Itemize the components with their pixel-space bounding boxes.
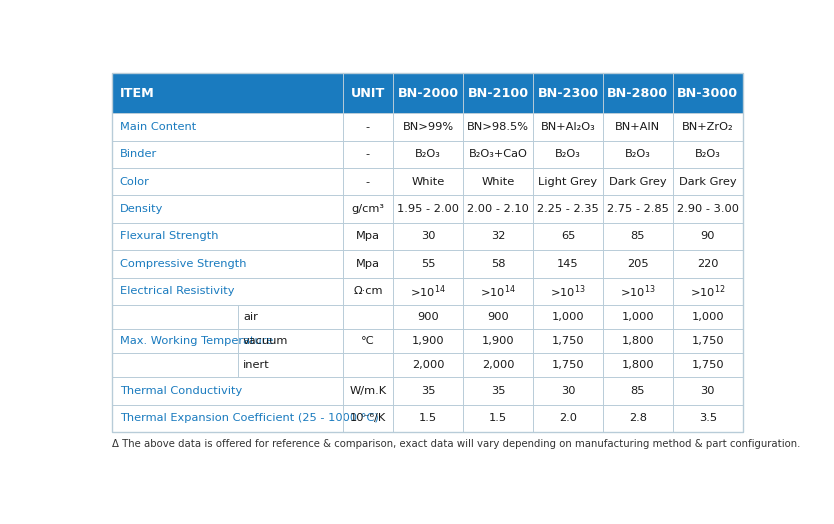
Text: 55: 55 [421, 259, 435, 269]
Text: 205: 205 [627, 259, 649, 269]
Text: 1,750: 1,750 [691, 360, 724, 370]
Text: Ω·cm: Ω·cm [354, 286, 383, 296]
Bar [112, 73, 743, 113]
Text: >10$^{14}$: >10$^{14}$ [480, 283, 516, 300]
Text: Mpa: Mpa [356, 232, 380, 242]
Text: -: - [366, 122, 370, 132]
Text: >10$^{13}$: >10$^{13}$ [620, 283, 656, 300]
Text: Thermal Conductivity: Thermal Conductivity [120, 386, 242, 396]
Text: 1,750: 1,750 [691, 336, 724, 346]
Text: Color: Color [120, 177, 149, 187]
Text: 10⁻⁶/K: 10⁻⁶/K [349, 413, 386, 423]
Text: Mpa: Mpa [356, 259, 380, 269]
Text: B₂O₃: B₂O₃ [695, 149, 721, 159]
Text: 1,900: 1,900 [482, 336, 515, 346]
Text: BN-2300: BN-2300 [537, 87, 599, 100]
Text: >10$^{14}$: >10$^{14}$ [410, 283, 446, 300]
Text: UNIT: UNIT [351, 87, 385, 100]
Text: Dark Grey: Dark Grey [679, 177, 736, 187]
Text: air: air [243, 312, 258, 322]
Bar [112, 73, 743, 432]
Text: White: White [481, 177, 515, 187]
Text: W/m.K: W/m.K [349, 386, 386, 396]
Text: BN+Al₂O₃: BN+Al₂O₃ [540, 122, 595, 132]
Text: BN-3000: BN-3000 [677, 87, 738, 100]
Text: 2.25 - 2.35: 2.25 - 2.35 [537, 204, 599, 214]
Text: 35: 35 [491, 386, 505, 396]
Text: 1,000: 1,000 [551, 312, 585, 322]
Text: White: White [411, 177, 445, 187]
Text: BN>99%: BN>99% [403, 122, 454, 132]
Text: 90: 90 [701, 232, 715, 242]
Text: Electrical Resistivity: Electrical Resistivity [120, 286, 234, 296]
Text: 1,900: 1,900 [412, 336, 445, 346]
Text: BN-2100: BN-2100 [468, 87, 529, 100]
Text: 2.8: 2.8 [629, 413, 647, 423]
Text: 58: 58 [491, 259, 505, 269]
Text: BN+ZrO₂: BN+ZrO₂ [682, 122, 734, 132]
Text: 1.5: 1.5 [489, 413, 507, 423]
Text: g/cm³: g/cm³ [351, 204, 384, 214]
Text: vacuum: vacuum [243, 336, 289, 346]
Text: Main Content: Main Content [120, 122, 196, 132]
Text: 3.5: 3.5 [699, 413, 717, 423]
Text: 85: 85 [631, 232, 646, 242]
Text: 145: 145 [557, 259, 579, 269]
Text: 1,800: 1,800 [621, 360, 654, 370]
Text: >10$^{12}$: >10$^{12}$ [691, 283, 726, 300]
Text: B₂O₃: B₂O₃ [555, 149, 581, 159]
Text: 32: 32 [491, 232, 505, 242]
Text: 2.0: 2.0 [559, 413, 577, 423]
Text: B₂O₃+CaO: B₂O₃+CaO [469, 149, 527, 159]
Text: 2.90 - 3.00: 2.90 - 3.00 [677, 204, 739, 214]
Text: 900: 900 [487, 312, 509, 322]
Text: 900: 900 [417, 312, 439, 322]
Text: 1.5: 1.5 [419, 413, 437, 423]
Text: Δ The above data is offered for reference & comparison, exact data will vary dep: Δ The above data is offered for referenc… [112, 439, 801, 449]
Text: ITEM: ITEM [120, 87, 154, 100]
Text: 2.00 - 2.10: 2.00 - 2.10 [467, 204, 529, 214]
Text: 30: 30 [701, 386, 715, 396]
Text: 1,000: 1,000 [621, 312, 654, 322]
Text: -: - [366, 149, 370, 159]
Text: B₂O₃: B₂O₃ [625, 149, 651, 159]
Text: 65: 65 [560, 232, 575, 242]
Text: inert: inert [243, 360, 269, 370]
Text: 1.95 - 2.00: 1.95 - 2.00 [397, 204, 460, 214]
Text: BN-2800: BN-2800 [607, 87, 669, 100]
Text: 30: 30 [560, 386, 575, 396]
Text: 85: 85 [631, 386, 646, 396]
Text: BN+AlN: BN+AlN [615, 122, 661, 132]
Text: 1,750: 1,750 [551, 336, 585, 346]
Text: 2.75 - 2.85: 2.75 - 2.85 [607, 204, 669, 214]
Text: Thermal Expansion Coefficient (25 - 1000 °C): Thermal Expansion Coefficient (25 - 1000… [120, 413, 379, 423]
Text: 2,000: 2,000 [482, 360, 515, 370]
Text: Density: Density [120, 204, 163, 214]
Text: 35: 35 [421, 386, 435, 396]
Text: >10$^{13}$: >10$^{13}$ [550, 283, 585, 300]
Text: 1,000: 1,000 [691, 312, 724, 322]
Text: Flexural Strength: Flexural Strength [120, 232, 219, 242]
Text: Dark Grey: Dark Grey [609, 177, 666, 187]
Text: -: - [366, 177, 370, 187]
Text: Binder: Binder [120, 149, 157, 159]
Text: B₂O₃: B₂O₃ [415, 149, 441, 159]
Text: BN>98.5%: BN>98.5% [467, 122, 529, 132]
Text: °C: °C [361, 336, 374, 346]
Text: BN-2000: BN-2000 [398, 87, 459, 100]
Text: 2,000: 2,000 [412, 360, 445, 370]
Text: Light Grey: Light Grey [539, 177, 598, 187]
Text: Max. Working Temperature: Max. Working Temperature [120, 336, 273, 346]
Text: 30: 30 [421, 232, 435, 242]
Text: 1,800: 1,800 [621, 336, 654, 346]
Text: 1,750: 1,750 [551, 360, 585, 370]
Text: 220: 220 [697, 259, 719, 269]
Text: Compressive Strength: Compressive Strength [120, 259, 246, 269]
